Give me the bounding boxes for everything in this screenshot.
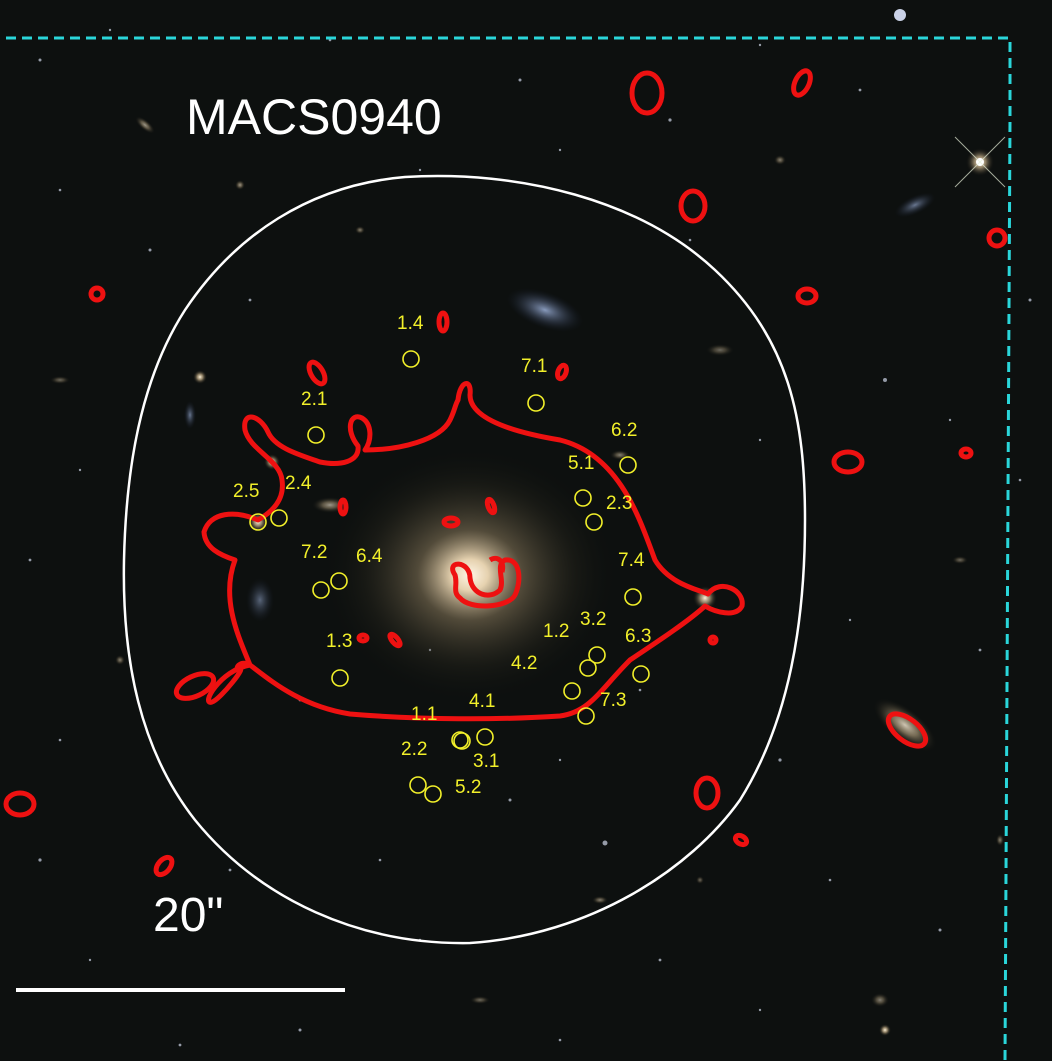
image-label: 4.2 — [511, 653, 538, 674]
image-label: 6.4 — [356, 546, 383, 567]
bcg-inner-curve — [450, 557, 522, 609]
cluster-name: MACS0940 — [186, 89, 442, 145]
scale-bar-label: 20" — [153, 889, 224, 942]
image-label: 2.5 — [233, 481, 260, 502]
critical-curves — [3, 68, 1008, 878]
image-label: 3.2 — [580, 609, 607, 630]
image-label: 7.4 — [618, 550, 645, 571]
background-galaxies — [50, 116, 1004, 1007]
image-label: 2.2 — [401, 739, 428, 760]
footprint-boundary — [6, 36, 1012, 1061]
image-label: 1.2 — [543, 621, 570, 642]
multiple-image-markers — [249, 350, 650, 803]
model-region-outline — [122, 174, 807, 945]
image-label: 3.1 — [473, 751, 500, 772]
image-label: 1.1 — [411, 704, 438, 725]
image-label: 2.4 — [285, 473, 312, 494]
image-label: 6.2 — [611, 420, 638, 441]
image-label: 1.4 — [397, 313, 424, 334]
image-label: 2.1 — [301, 389, 328, 410]
image-label: 6.3 — [625, 626, 652, 647]
image-label: 7.1 — [521, 356, 548, 377]
image-label: 4.1 — [469, 691, 496, 712]
image-label: 1.3 — [326, 631, 353, 652]
image-label: 5.1 — [568, 453, 595, 474]
image-label: 5.2 — [455, 777, 482, 798]
image-label: 7.2 — [301, 542, 328, 563]
main-critical-curve — [201, 381, 745, 722]
image-label: 2.3 — [606, 493, 633, 514]
image-label: 7.3 — [600, 690, 627, 711]
